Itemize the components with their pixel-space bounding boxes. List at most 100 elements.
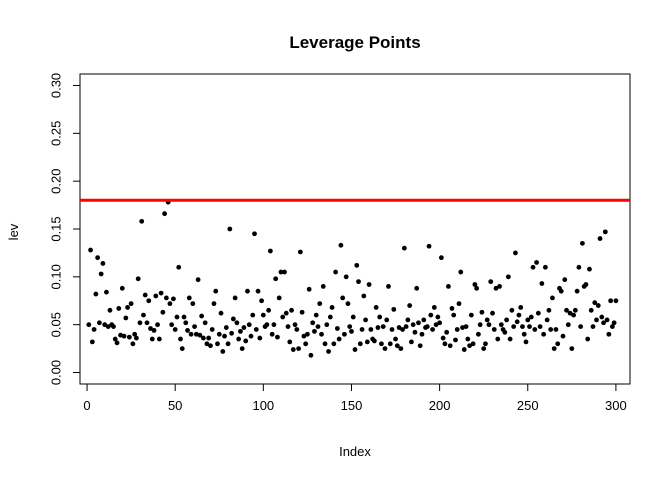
data-point (594, 317, 599, 323)
x-axis: 0 50 100 150 200 250 300 (83, 383, 627, 413)
data-point (292, 322, 298, 328)
data-point (255, 288, 261, 294)
data-point (297, 249, 303, 255)
data-point (98, 271, 104, 277)
data-point (433, 322, 439, 328)
data-point (451, 312, 457, 318)
data-point (368, 327, 374, 332)
data-point (276, 295, 282, 301)
data-point (167, 301, 173, 307)
data-point (299, 309, 305, 315)
data-point (357, 341, 363, 347)
data-point (387, 341, 393, 347)
data-point (204, 341, 210, 347)
data-point (95, 255, 101, 261)
data-point (338, 242, 344, 248)
data-point (507, 336, 513, 342)
data-point (93, 291, 99, 297)
data-point (243, 338, 249, 344)
data-point (329, 305, 335, 310)
data-point (467, 343, 472, 349)
data-point (310, 320, 316, 326)
data-point (502, 329, 508, 335)
x-axis-label: Index (339, 444, 371, 459)
data-point (266, 307, 272, 313)
data-point (613, 298, 619, 304)
data-point (384, 317, 390, 323)
x-tick-label: 150 (341, 398, 363, 413)
y-tick-label: 0.20 (49, 169, 64, 194)
data-point (269, 331, 275, 337)
data-point (190, 301, 196, 307)
data-point (252, 231, 257, 237)
x-tick-label: 250 (517, 398, 539, 413)
y-tick-label: 0.05 (49, 312, 64, 337)
data-point (197, 332, 203, 338)
data-point (488, 279, 494, 285)
data-point (100, 261, 106, 266)
data-point (377, 314, 383, 320)
data-point (405, 317, 411, 323)
data-point (128, 301, 134, 307)
data-point (578, 324, 584, 329)
data-point (156, 336, 162, 342)
data-point (569, 346, 575, 351)
data-point (352, 347, 358, 352)
data-point (513, 250, 518, 256)
data-point (483, 341, 488, 347)
data-point (520, 324, 525, 329)
data-point (102, 322, 108, 328)
data-point (495, 336, 501, 342)
data-point (363, 317, 368, 323)
data-point (523, 339, 529, 345)
data-point (560, 333, 566, 339)
data-point (137, 320, 143, 326)
data-point (546, 307, 552, 313)
data-point (141, 312, 146, 318)
data-point (327, 314, 333, 320)
data-point (139, 218, 145, 224)
data-point (472, 282, 478, 287)
data-point (172, 327, 178, 332)
data-point (401, 245, 407, 251)
data-point (350, 314, 356, 320)
data-point (595, 303, 601, 308)
data-point (468, 312, 474, 318)
data-point (606, 331, 612, 337)
data-point (144, 320, 150, 326)
data-point (200, 335, 206, 341)
data-point (361, 293, 367, 299)
y-tick-label: 0.15 (49, 216, 64, 241)
chart-title: Leverage Points (289, 33, 420, 52)
data-point (435, 314, 441, 320)
data-point (544, 317, 550, 323)
data-point (359, 327, 365, 332)
data-point (303, 341, 309, 347)
data-point (548, 327, 554, 332)
data-point (447, 343, 453, 349)
data-point (340, 295, 346, 301)
data-point (183, 320, 189, 326)
data-point (209, 327, 215, 332)
data-point (490, 310, 495, 316)
data-point (479, 309, 485, 315)
data-point (236, 336, 242, 342)
data-point (442, 341, 448, 347)
data-point (421, 317, 427, 323)
data-point (430, 327, 435, 332)
data-point (213, 288, 219, 294)
data-point (486, 322, 492, 328)
data-point (398, 346, 404, 351)
data-point (260, 312, 266, 318)
data-point (541, 331, 547, 337)
data-point (89, 339, 95, 345)
data-point (239, 346, 245, 351)
data-point (322, 341, 328, 347)
data-point (192, 324, 197, 329)
data-point (153, 293, 159, 299)
y-tick-label: 0.00 (49, 360, 64, 385)
data-point (305, 331, 310, 337)
data-point (565, 322, 571, 328)
data-point (267, 248, 273, 254)
data-point (424, 324, 430, 329)
